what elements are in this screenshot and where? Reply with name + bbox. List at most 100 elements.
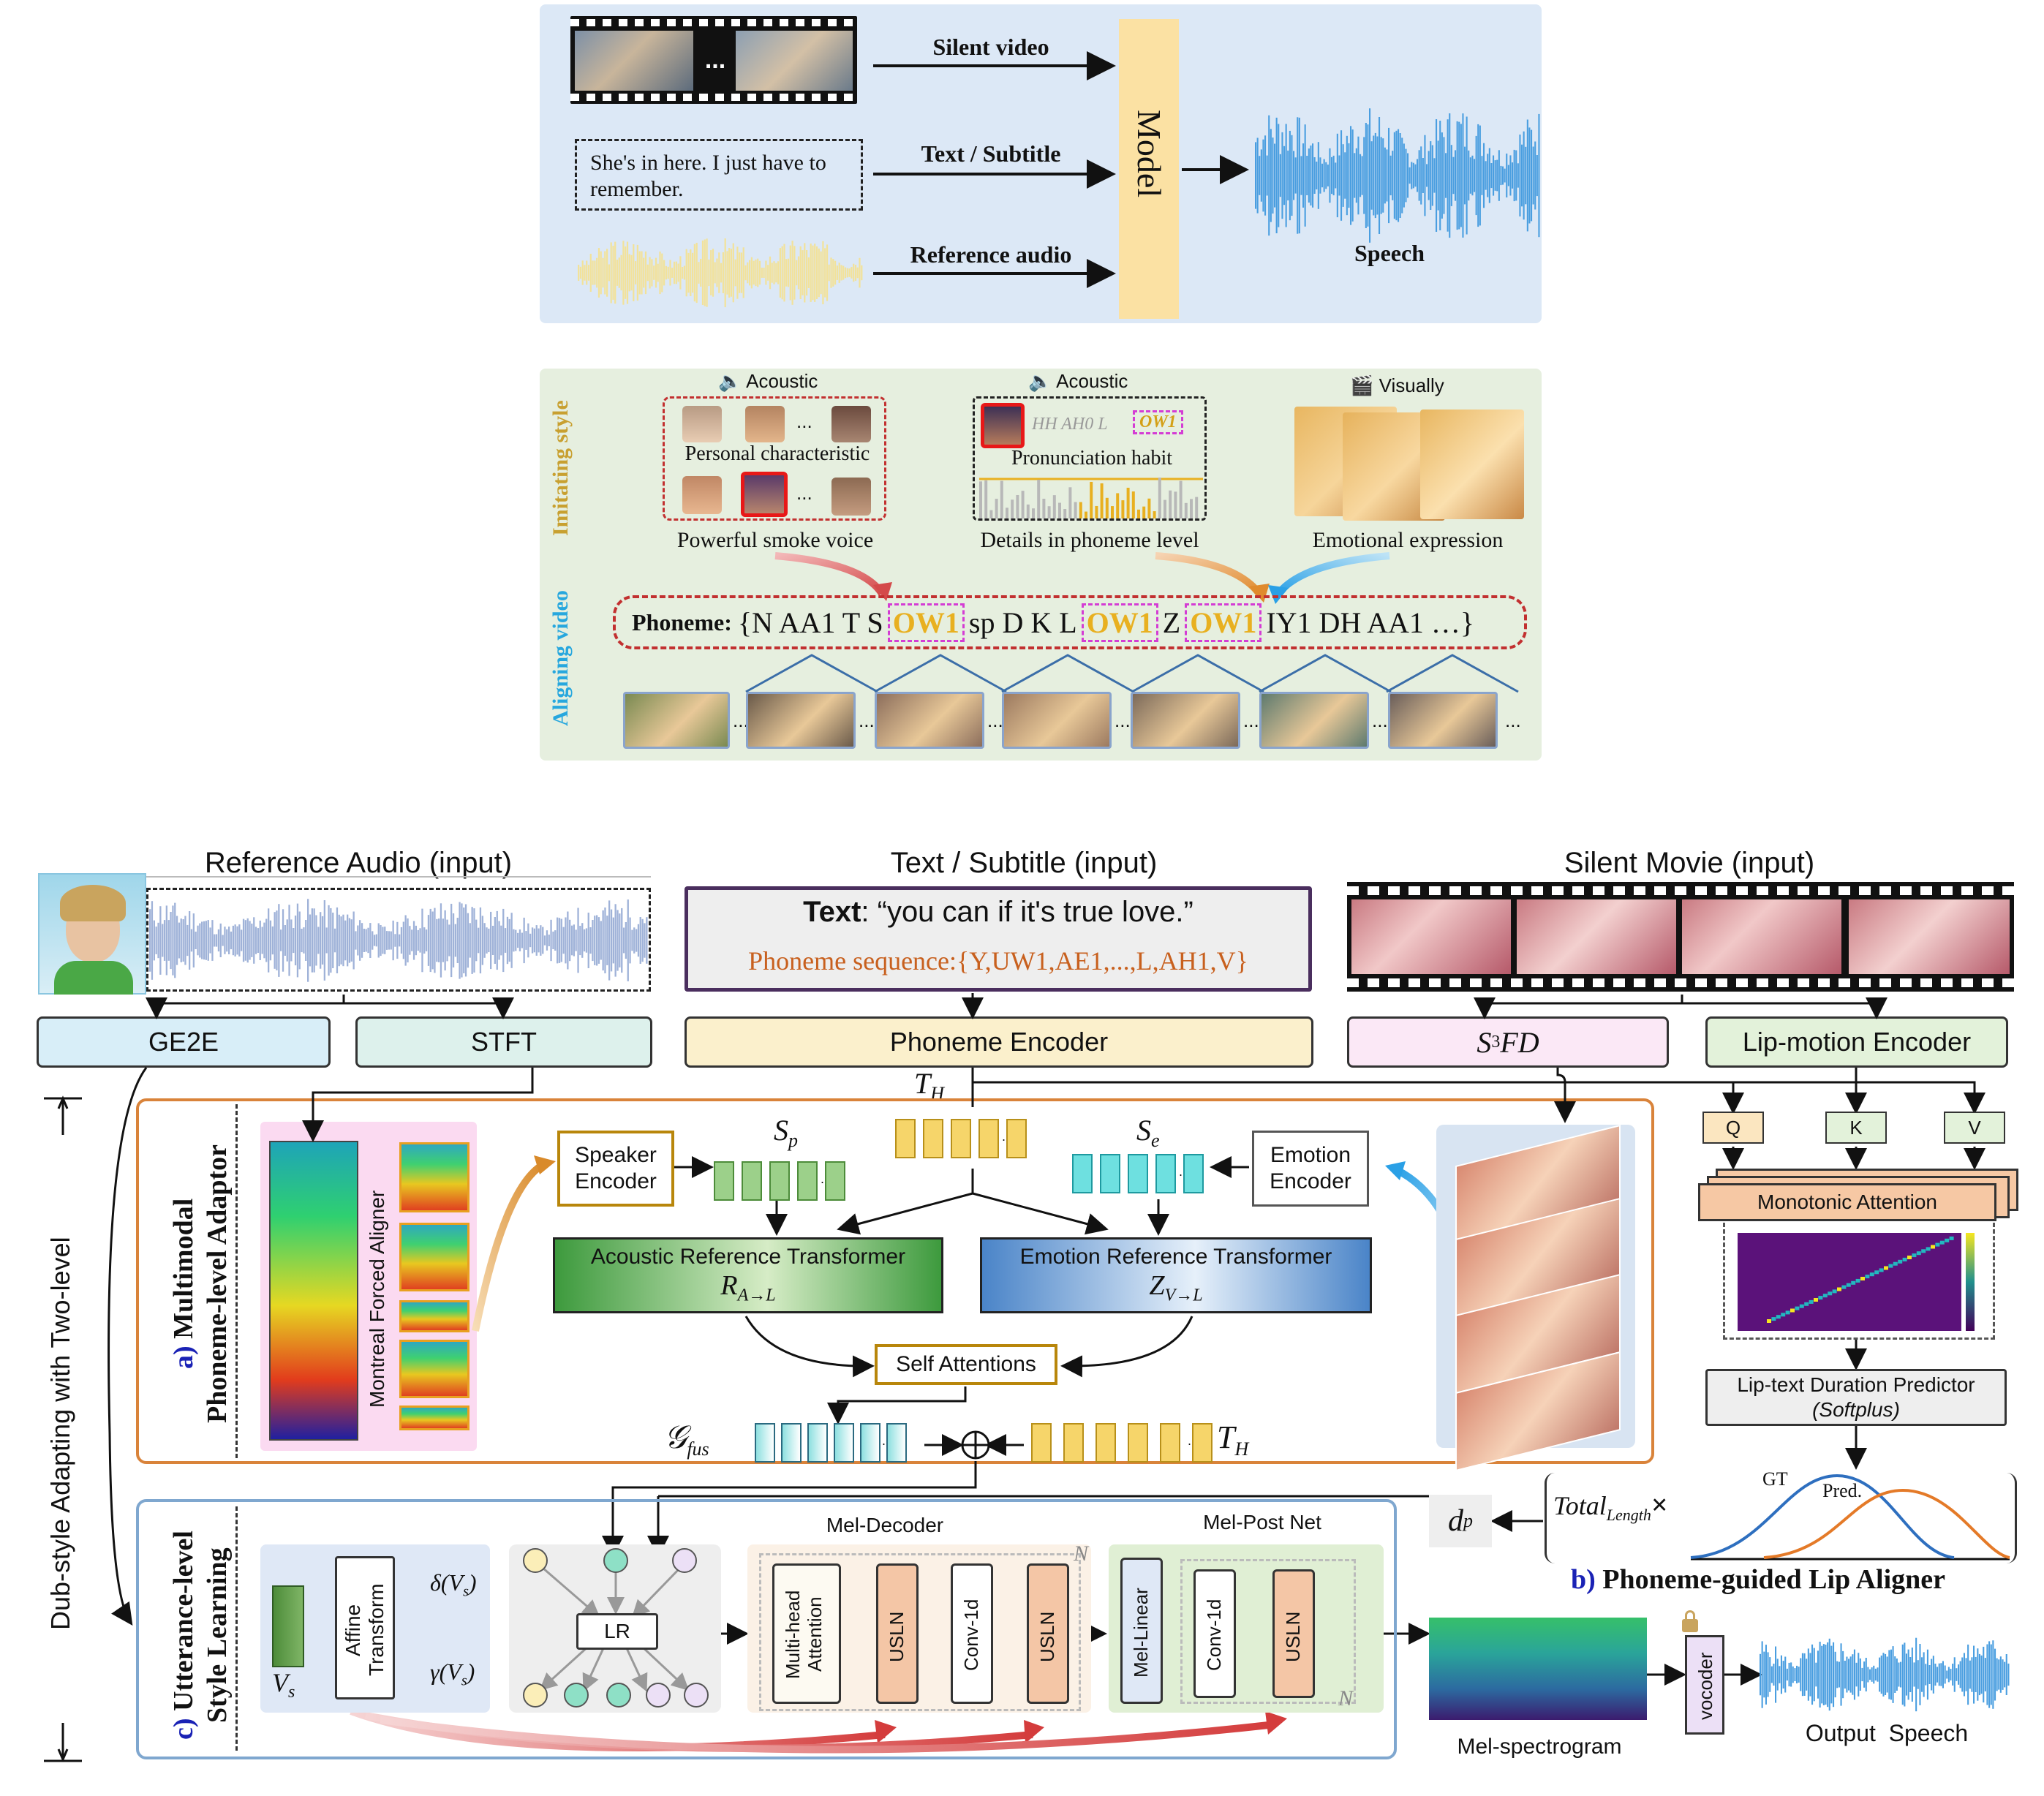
wave-bar xyxy=(1517,163,1519,188)
heat-cell xyxy=(1935,1242,1940,1247)
wave-bar xyxy=(606,916,608,965)
wave-bar xyxy=(269,920,272,961)
wave-bar xyxy=(274,912,276,969)
wave-bar xyxy=(1504,168,1506,183)
wave-bar xyxy=(1420,146,1422,205)
wave-bar xyxy=(1917,1660,1919,1689)
wave-bar xyxy=(1813,1648,1815,1702)
subtitle-text: She's in here. I just have to remember. xyxy=(590,151,826,201)
wave-bar xyxy=(1274,143,1276,208)
wave-bar xyxy=(172,905,174,976)
wave-bar xyxy=(669,260,671,286)
pron-bar xyxy=(1032,508,1035,518)
feature-vector xyxy=(895,1119,916,1158)
wave-bar xyxy=(646,264,649,282)
wave-bar xyxy=(1291,135,1293,216)
wave-bar xyxy=(1443,137,1445,214)
wave-bar xyxy=(157,922,159,959)
wave-bar xyxy=(390,931,392,950)
feature-vector xyxy=(1160,1423,1180,1463)
wave-bar xyxy=(619,913,621,967)
wave-bar xyxy=(1325,162,1327,189)
wave-bar xyxy=(384,927,386,954)
wave-bar xyxy=(1809,1653,1811,1697)
wave-bar xyxy=(1380,137,1382,214)
alignment-link xyxy=(1131,654,1264,693)
wave-bar xyxy=(1999,1656,2002,1693)
wave-bar xyxy=(606,249,608,297)
wave-bar xyxy=(644,251,647,295)
wave-bar xyxy=(1953,1657,1956,1692)
left-span-arrow xyxy=(44,1095,82,1762)
wave-bar xyxy=(1272,137,1274,214)
pron-bar xyxy=(1137,509,1140,518)
wave-bar xyxy=(469,923,471,958)
mel-post-net-label: Mel-Post Net xyxy=(1203,1511,1321,1533)
wave-bar xyxy=(423,927,426,954)
wave-bar xyxy=(404,915,407,966)
wave-bar xyxy=(621,908,623,973)
wave-bar xyxy=(498,921,500,960)
wave-bar xyxy=(149,909,151,972)
wave-bar xyxy=(818,248,820,298)
heat-cell xyxy=(1893,1261,1898,1266)
wave-bar xyxy=(1998,1659,2000,1690)
frame-ellipsis: ... xyxy=(987,709,1003,731)
pron-thumb xyxy=(981,403,1025,448)
wave-bar xyxy=(1940,1663,1942,1686)
wave-bar xyxy=(201,921,203,959)
wave-bar xyxy=(1260,149,1262,202)
wave-bar xyxy=(779,248,781,298)
wave-bar xyxy=(151,901,154,980)
wave-bar xyxy=(1357,136,1359,215)
wave-bar xyxy=(452,913,455,967)
wave-bar xyxy=(427,915,430,966)
gt-label: GT xyxy=(1762,1468,1788,1490)
wave-bar xyxy=(641,251,643,295)
wave-bar xyxy=(579,266,581,279)
ert-symbol: ZV→L xyxy=(1149,1270,1203,1305)
wave-bar xyxy=(189,911,191,970)
pron-bar xyxy=(1021,491,1025,518)
wave-bar xyxy=(2007,1663,2010,1686)
wave-bar xyxy=(767,265,769,281)
wave-bar xyxy=(1967,1644,1969,1705)
wave-bar xyxy=(1879,1657,1881,1692)
wave-bar xyxy=(382,927,384,954)
wave-bar xyxy=(1306,156,1308,195)
wave-bar xyxy=(1806,1659,1808,1691)
aligned-frame xyxy=(875,692,984,749)
wave-bar xyxy=(577,908,579,973)
wave-bar xyxy=(682,267,684,279)
wave-bar xyxy=(180,918,182,962)
wave-bar xyxy=(1934,1664,1936,1686)
wave-bar xyxy=(1297,117,1299,234)
wave-bar xyxy=(730,249,733,297)
wave-bar xyxy=(1763,1651,1765,1698)
heat-cell xyxy=(1799,1304,1804,1308)
wave-bar xyxy=(573,924,575,957)
wave-bar xyxy=(184,916,186,965)
wave-bar xyxy=(1844,1661,1846,1689)
heat-cell xyxy=(1939,1240,1945,1245)
wave-bar xyxy=(1828,1638,1830,1711)
acoustic-reference-transformer: Acoustic Reference Transformer RA→L xyxy=(553,1237,943,1313)
wave-bar xyxy=(215,934,218,947)
pron-bar xyxy=(1100,483,1104,518)
feature-vector xyxy=(1128,1423,1148,1463)
wave-bar xyxy=(739,252,741,293)
wave-bar xyxy=(1346,135,1348,216)
frame-ellipsis: ... xyxy=(1115,709,1131,731)
wave-bar xyxy=(494,917,496,964)
wave-bar xyxy=(1905,1653,1907,1696)
wave-bar xyxy=(797,256,800,290)
heat-cell xyxy=(1898,1259,1903,1264)
wave-bar xyxy=(1302,143,1305,208)
wave-bar xyxy=(1877,1667,1879,1682)
wave-bar xyxy=(205,921,207,960)
wave-bar xyxy=(1496,159,1498,192)
wave-bar xyxy=(1469,157,1471,194)
wave-bar xyxy=(429,908,431,973)
wave-bar xyxy=(562,927,565,954)
wave-bar xyxy=(305,920,307,961)
